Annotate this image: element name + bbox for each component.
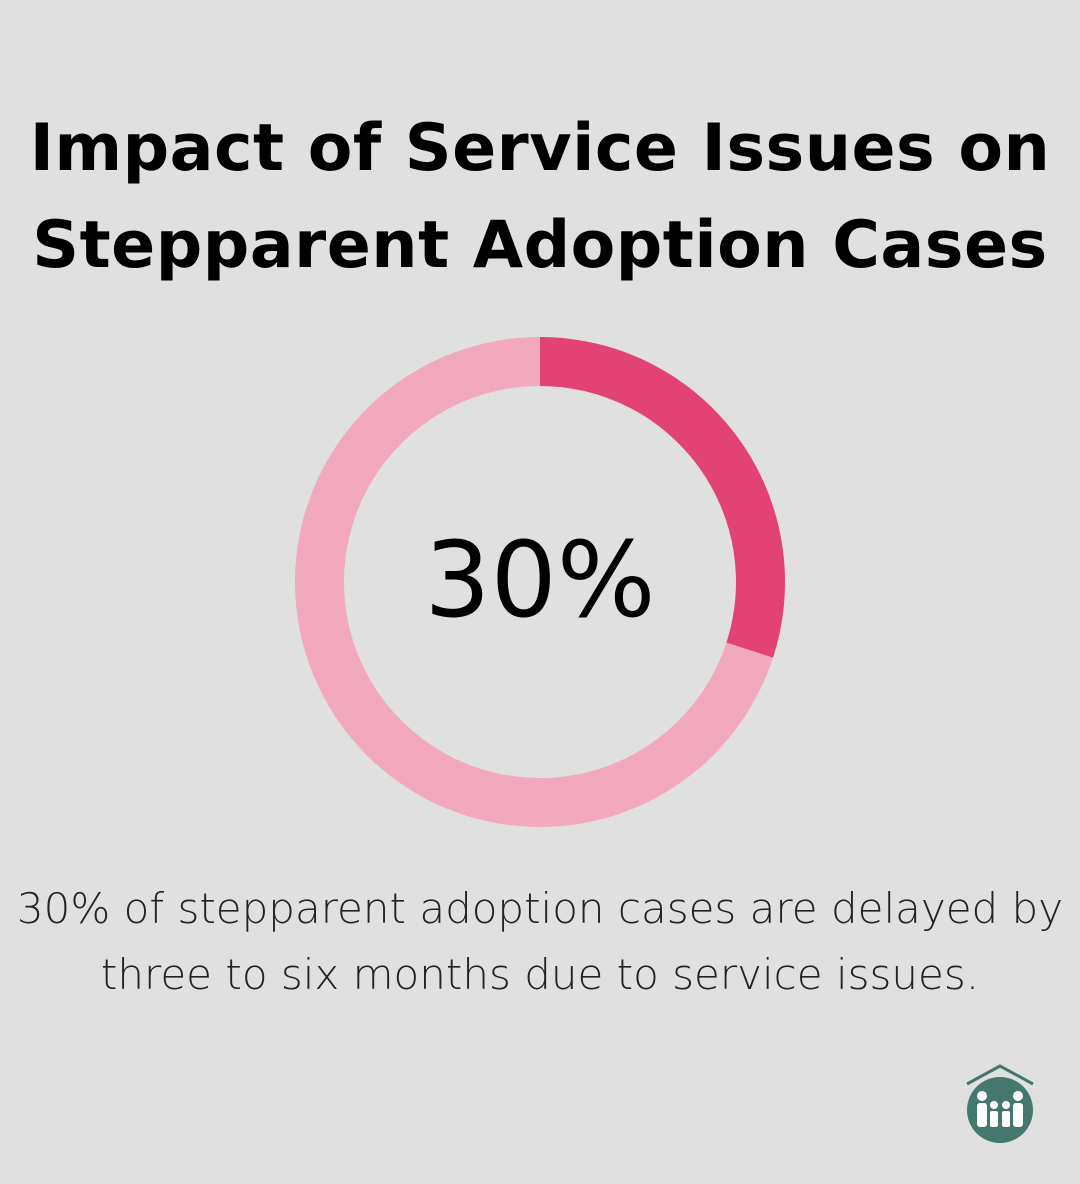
house-family-icon (966, 1064, 1034, 1143)
chart-title: Impact of Service Issues on Stepparent A… (29, 111, 1051, 283)
chart-caption: 30% of stepparent adoption cases are del… (16, 884, 1064, 999)
center-label: 30% (424, 519, 656, 641)
donut-segment-highlight (540, 336, 785, 658)
